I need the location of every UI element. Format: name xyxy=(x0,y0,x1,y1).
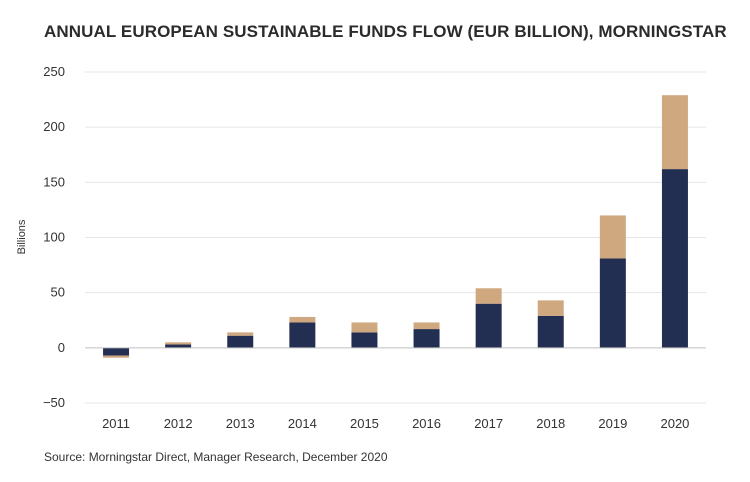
bar-2016-series-1 xyxy=(413,329,440,348)
y-tick-label: 150 xyxy=(43,174,65,189)
x-tick-label: 2016 xyxy=(412,416,441,431)
x-tick-label: 2012 xyxy=(164,416,193,431)
stacked-bar-chart: −50 0 50 100 150 200 250 Billions 2011 2012 2013… xyxy=(16,64,706,431)
y-tick-label: −50 xyxy=(43,395,65,410)
bars xyxy=(103,95,688,358)
x-tick-label: 2015 xyxy=(350,416,379,431)
bar-2019-series-1 xyxy=(599,258,626,348)
bar-2020-series-2 xyxy=(661,95,688,170)
bar-2018-series-1 xyxy=(537,315,564,348)
bar-2020-series-1 xyxy=(661,169,688,348)
bar-2018-series-2 xyxy=(537,300,564,316)
x-tick-label: 2011 xyxy=(102,416,130,431)
y-axis-label: Billions xyxy=(16,219,28,254)
bar-2011-series-2 xyxy=(103,355,130,358)
x-tick-label: 2014 xyxy=(288,416,317,431)
x-tick-label: 2019 xyxy=(598,416,627,431)
bar-2016-series-2 xyxy=(413,322,440,330)
x-tick-label: 2013 xyxy=(226,416,255,431)
chart-title: ANNUAL EUROPEAN SUSTAINABLE FUNDS FLOW (… xyxy=(44,22,727,41)
y-tick-label: 50 xyxy=(51,285,65,300)
bar-2012-series-2 xyxy=(165,342,192,345)
x-axis-ticks: 2011 2012 2013 2014 2015 2016 2017 2018 2019 2020 xyxy=(102,416,689,431)
bar-2011-series-1 xyxy=(103,347,130,356)
bar-2015-series-2 xyxy=(351,322,378,333)
bar-2013-series-2 xyxy=(227,332,254,336)
bar-2014-series-1 xyxy=(289,322,316,348)
bar-2019-series-2 xyxy=(599,215,626,259)
y-axis-ticks: −50 0 50 100 150 200 250 xyxy=(43,64,65,410)
x-tick-label: 2018 xyxy=(536,416,565,431)
bar-2017-series-2 xyxy=(475,288,502,304)
x-tick-label: 2020 xyxy=(660,416,689,431)
x-tick-label: 2017 xyxy=(474,416,503,431)
y-tick-label: 0 xyxy=(58,340,65,355)
bar-2014-series-2 xyxy=(289,316,316,323)
bar-2013-series-1 xyxy=(227,335,254,348)
bar-2012-series-1 xyxy=(165,344,192,348)
y-tick-label: 100 xyxy=(43,230,65,245)
y-tick-label: 200 xyxy=(43,119,65,134)
bar-2017-series-1 xyxy=(475,303,502,348)
bar-2015-series-1 xyxy=(351,332,378,348)
y-tick-label: 250 xyxy=(43,64,65,79)
source-note: Source: Morningstar Direct, Manager Rese… xyxy=(44,450,388,464)
